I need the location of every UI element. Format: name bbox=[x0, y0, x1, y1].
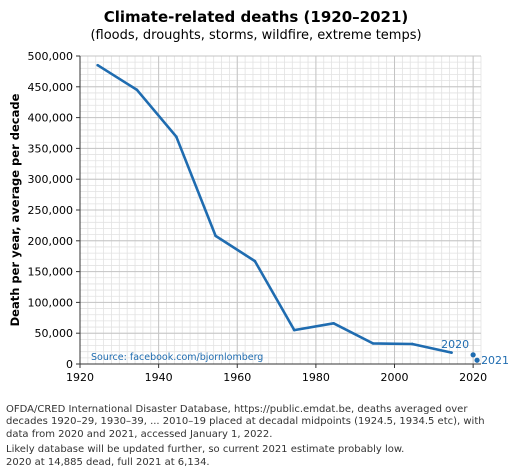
x-tick-label: 1940 bbox=[145, 371, 173, 384]
y-tick-label: 350,000 bbox=[28, 142, 74, 155]
point-label-2020: 2020 bbox=[441, 338, 469, 351]
major-gridlines bbox=[79, 55, 481, 365]
y-tick-label: 400,000 bbox=[28, 112, 74, 125]
x-tick-label: 1980 bbox=[302, 371, 330, 384]
point-label-2021: 2021 bbox=[481, 354, 509, 367]
series-vertex bbox=[410, 342, 414, 346]
series-line bbox=[96, 63, 453, 354]
series-vertex bbox=[332, 322, 335, 325]
series-vertex bbox=[292, 328, 296, 332]
series-vertex bbox=[135, 88, 139, 92]
footnote-update: Likely database will be updated further,… bbox=[6, 444, 405, 456]
series-vertex bbox=[214, 234, 217, 238]
series-vertex bbox=[96, 63, 99, 67]
data-series bbox=[96, 63, 453, 354]
axes bbox=[76, 55, 481, 368]
chart-subtitle: (floods, droughts, storms, wildfire, ext… bbox=[90, 28, 422, 43]
y-tick-label: 450,000 bbox=[28, 81, 74, 94]
x-tick-label: 2020 bbox=[459, 371, 487, 384]
point-2020 bbox=[470, 352, 476, 358]
footnote-values: 2020 at 14,885 dead, full 2021 at 6,134. bbox=[6, 456, 210, 468]
y-tick-label: 150,000 bbox=[28, 266, 74, 279]
y-tick-labels: 0 50,000 100,000 150,000 200,000 250,000 300,0… bbox=[28, 50, 74, 371]
source-label: Source: facebook.com/bjornlomberg bbox=[91, 352, 263, 363]
series-vertex bbox=[175, 135, 178, 138]
series-vertex bbox=[371, 342, 375, 345]
x-tick-label: 2000 bbox=[381, 371, 409, 384]
footnotes: OFDA/CRED International Disaster Databas… bbox=[6, 404, 506, 469]
y-tick-label: 200,000 bbox=[28, 235, 74, 248]
y-tick-label: 100,000 bbox=[28, 296, 74, 309]
y-tick-label: 0 bbox=[66, 358, 73, 371]
y-tick-label: 50,000 bbox=[35, 327, 74, 340]
line-chart: 0 50,000 100,000 150,000 200,000 250,000 300,0… bbox=[8, 50, 509, 384]
data-points: 2020 2021 bbox=[441, 338, 509, 367]
x-tick-label: 1960 bbox=[223, 371, 251, 384]
y-axis-label: Death per year, average per decade bbox=[8, 93, 22, 326]
x-tick-label: 1920 bbox=[66, 371, 94, 384]
y-tick-label: 250,000 bbox=[28, 204, 74, 217]
y-tick-label: 300,000 bbox=[28, 173, 74, 186]
point-2021 bbox=[474, 357, 480, 363]
chart-title: Climate-related deaths (1920–2021) bbox=[103, 8, 409, 26]
footnote-source: OFDA/CRED International Disaster Databas… bbox=[6, 404, 485, 440]
x-tick-labels: 1920 1940 1960 1980 2000 2020 bbox=[66, 371, 487, 384]
series-vertex bbox=[253, 259, 257, 263]
y-tick-label: 500,000 bbox=[28, 50, 74, 63]
series-vertex bbox=[450, 351, 453, 354]
